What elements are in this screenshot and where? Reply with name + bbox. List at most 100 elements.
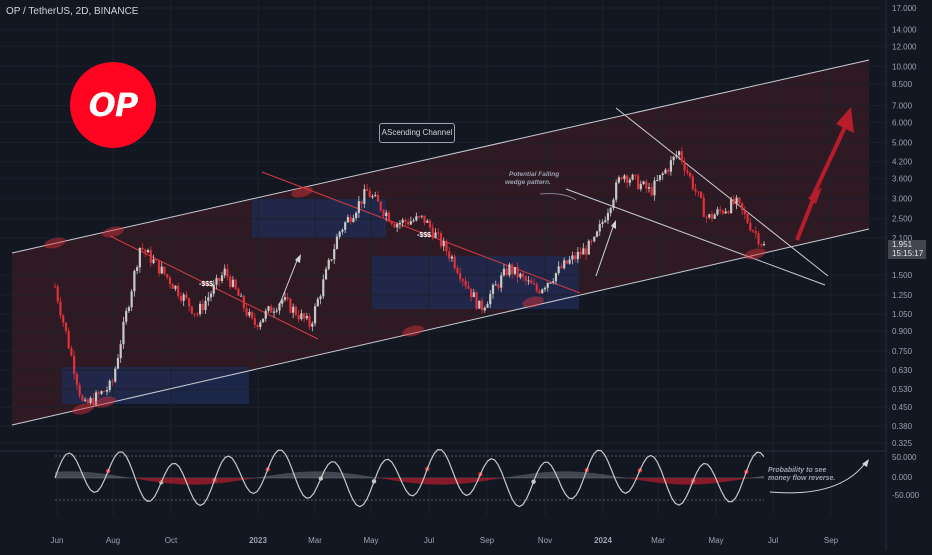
candle-body (730, 199, 733, 213)
candle-body (538, 290, 541, 294)
candle-body (157, 260, 161, 274)
candle-body (574, 255, 577, 260)
wedge-upper-line (615, 107, 829, 277)
candle-body (303, 313, 306, 319)
candle-body (105, 389, 109, 392)
candle-body (735, 197, 738, 204)
candle-body (218, 278, 221, 281)
candle-body (261, 318, 265, 323)
trend-lines (11, 59, 870, 426)
candle-body (688, 172, 692, 177)
candles (53, 147, 766, 407)
time-tick-label: 2024 (594, 536, 612, 545)
candle-body (754, 231, 757, 234)
candle-body (376, 195, 380, 202)
candle-body (565, 260, 569, 264)
candle-body (387, 212, 391, 222)
candle-body (385, 212, 388, 217)
candle-body (464, 280, 467, 286)
symbol-header: OP / TetherUS, 2D, BINANCE (6, 6, 139, 17)
candle-body (152, 259, 155, 264)
wedge-label-line-1: Potential Falling (509, 171, 559, 178)
candle-body (237, 288, 240, 297)
candle-body (207, 297, 210, 301)
candle-body (75, 374, 78, 385)
candle-body (489, 293, 492, 305)
candle-body (248, 311, 251, 316)
candle-body (253, 318, 256, 325)
candle-body (535, 284, 538, 291)
price-tick-label: 3.600 (892, 175, 913, 184)
candle-body (330, 259, 333, 261)
touch-marker (94, 396, 116, 408)
candle-body (275, 310, 278, 312)
oscillator-axis: 50.000 0.000 -50.000 (892, 453, 920, 500)
candle-body (522, 273, 525, 277)
candle-body (480, 300, 484, 311)
candle-body (469, 288, 473, 298)
candle-body (478, 300, 481, 309)
candle-body (505, 268, 508, 276)
candle-body (672, 156, 675, 161)
touch-marker (402, 325, 424, 337)
candle-body (694, 188, 697, 192)
candle-body (612, 199, 615, 209)
candle-body (721, 210, 725, 214)
candle-body (552, 281, 555, 283)
time-tick-label: Sep (480, 536, 495, 545)
candle-body (300, 313, 303, 320)
candle-body (297, 315, 300, 320)
candle-body (171, 284, 174, 289)
candle-body (198, 303, 202, 315)
candle-body (459, 273, 462, 280)
candle-body (264, 310, 267, 319)
candle-body (442, 241, 445, 247)
candle-body (579, 251, 582, 255)
candle-body (749, 222, 752, 231)
price-tick-label: 4.200 (892, 158, 913, 167)
candle-body (609, 208, 612, 214)
candle-body (636, 175, 640, 190)
candle-body (472, 292, 475, 298)
candle-body (125, 311, 128, 322)
candle-body (497, 284, 500, 288)
candle-body (324, 269, 328, 280)
candle-body (415, 216, 418, 221)
candle-body (344, 222, 347, 230)
candle-body (209, 293, 213, 298)
candle-body (623, 175, 626, 180)
money-flow-label-line-1: Probability to see (768, 467, 826, 474)
impulse-arrow-1 (278, 257, 299, 307)
candle-body (604, 220, 607, 223)
impulse-arrowhead-1 (295, 254, 301, 263)
candle-body (675, 155, 678, 157)
candle-body (168, 277, 172, 285)
candle-body (270, 306, 273, 313)
candle-body (658, 175, 662, 180)
candle-body (486, 304, 489, 308)
channel-upper-line (11, 59, 870, 254)
candle-body (661, 173, 664, 176)
candle-body (89, 398, 92, 404)
candle-body (699, 191, 703, 198)
candle-body (226, 268, 229, 277)
candle-body (177, 285, 180, 297)
candle-body (508, 264, 511, 276)
candle-body (363, 189, 366, 204)
candle-body (196, 313, 199, 315)
candle-body (437, 232, 440, 234)
price-tick-label: 0.450 (892, 403, 913, 412)
candle-body (560, 266, 563, 269)
price-tick-label: 8.500 (892, 80, 913, 89)
candle-body (250, 311, 254, 319)
price-tick-label: 7.000 (892, 102, 913, 111)
candle-body (590, 240, 593, 242)
candle-body (513, 266, 516, 274)
candle-body (59, 301, 62, 316)
candle-body (223, 268, 226, 276)
candle-body (741, 202, 744, 211)
touch-marker (291, 186, 313, 198)
price-tick-label: 5.000 (892, 139, 913, 148)
candle-body (407, 222, 410, 225)
